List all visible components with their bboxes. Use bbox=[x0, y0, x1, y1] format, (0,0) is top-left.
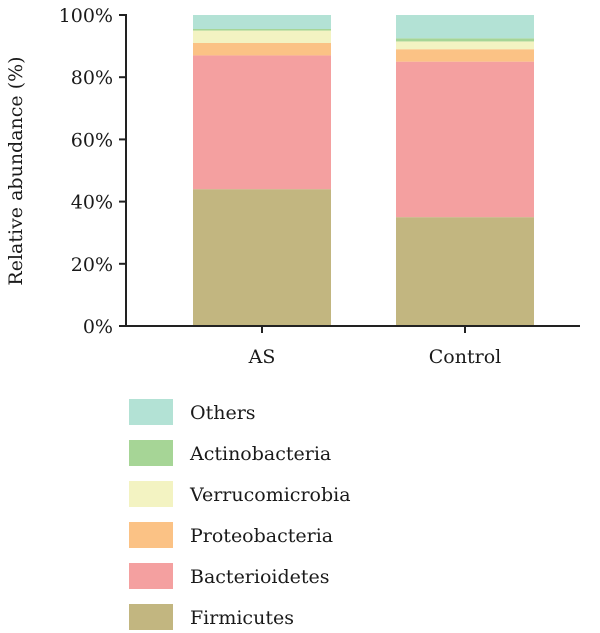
x-tick-label: Control bbox=[429, 346, 501, 368]
legend-item: Others bbox=[129, 399, 256, 425]
bar-segment-control-bacterioidetes bbox=[396, 61, 534, 218]
legend-item: Firmicutes bbox=[129, 604, 294, 630]
bar-segment-control-others bbox=[396, 15, 534, 39]
bar-segment-as-bacterioidetes bbox=[193, 55, 331, 190]
axes-group: 0% 20% 40% 60% 80% 100% AS Control bbox=[59, 5, 580, 368]
legend-item: Actinobacteria bbox=[129, 440, 331, 466]
bar-segment-control-firmicutes bbox=[396, 217, 534, 326]
legend-swatch bbox=[129, 399, 173, 425]
legend-label: Proteobacteria bbox=[190, 525, 333, 547]
bar-segment-control-actinobacteria bbox=[396, 38, 534, 42]
legend-swatch bbox=[129, 604, 173, 630]
legend-swatch bbox=[129, 481, 173, 507]
y-axis-label: Relative abundance (%) bbox=[5, 56, 27, 285]
x-tick-label: AS bbox=[248, 346, 276, 368]
legend-label: Others bbox=[190, 402, 256, 424]
bar-segment-as-verrucomicrobia bbox=[193, 30, 331, 43]
legend-label: Bacterioidetes bbox=[190, 566, 330, 588]
legend-swatch bbox=[129, 563, 173, 589]
bar-segment-control-verrucomicrobia bbox=[396, 41, 534, 50]
y-tick-label: 80% bbox=[71, 67, 113, 89]
bar-segment-as-firmicutes bbox=[193, 189, 331, 326]
y-tick-label: 0% bbox=[83, 316, 113, 338]
y-tick-label: 60% bbox=[71, 129, 113, 151]
bar-segment-as-actinobacteria bbox=[193, 28, 331, 31]
bar-segment-as-proteobacteria bbox=[193, 42, 331, 56]
legend-item: Proteobacteria bbox=[129, 522, 333, 548]
legend-label: Actinobacteria bbox=[189, 443, 331, 465]
legend-label: Verrucomicrobia bbox=[189, 484, 351, 506]
legend-swatch bbox=[129, 522, 173, 548]
bars-group bbox=[193, 15, 534, 326]
legend-item: Bacterioidetes bbox=[129, 563, 330, 589]
bar-segment-control-proteobacteria bbox=[396, 49, 534, 62]
legend-swatch bbox=[129, 440, 173, 466]
bar-segment-as-others bbox=[193, 15, 331, 29]
y-tick-label: 40% bbox=[71, 192, 113, 214]
legend-label: Firmicutes bbox=[190, 607, 294, 629]
legend: Others Actinobacteria Verrucomicrobia Prote… bbox=[129, 399, 351, 630]
y-tick-label: 20% bbox=[71, 254, 113, 276]
legend-item: Verrucomicrobia bbox=[129, 481, 351, 507]
y-tick-label: 100% bbox=[59, 5, 113, 27]
